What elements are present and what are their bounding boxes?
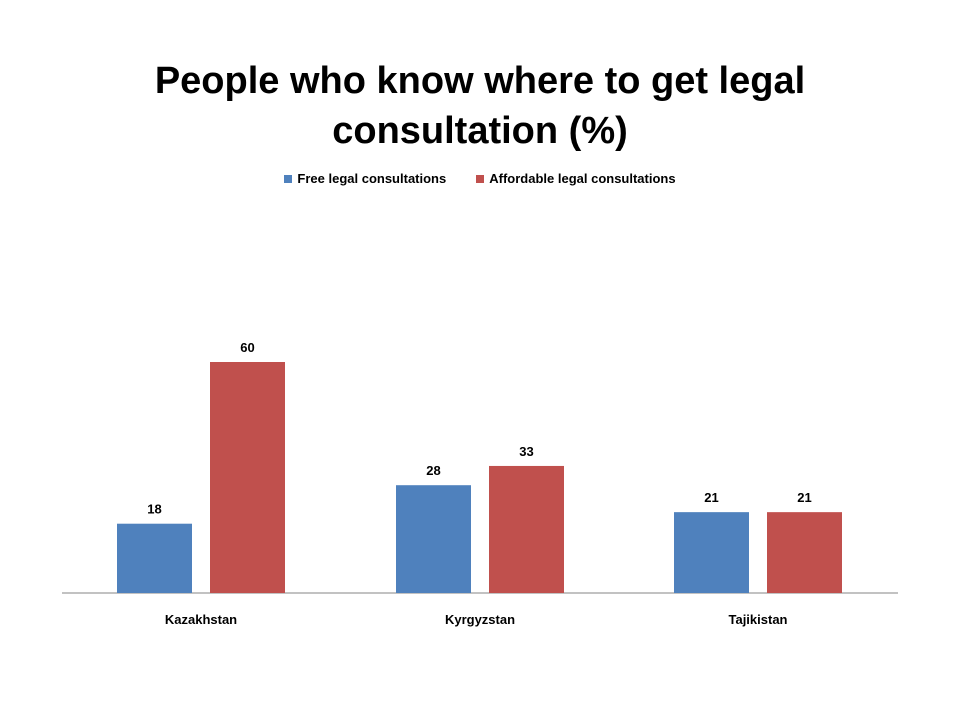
- x-tick-label-kazakhstan: Kazakhstan: [165, 612, 237, 627]
- legend-swatch-free: [284, 174, 293, 183]
- data-label-kyrgyzstan-free: 28: [426, 463, 440, 478]
- bar-kazakhstan-affordable: [210, 362, 285, 593]
- data-label-tajikistan-affordable: 21: [797, 490, 811, 505]
- legend-item-free: Free legal consultations: [284, 171, 446, 186]
- chart-title: People who know where to get legal consu…: [154, 60, 806, 152]
- x-tick-label-tajikistan: Tajikistan: [728, 612, 787, 627]
- legend-swatch-affordable: [476, 174, 485, 183]
- legend-label-affordable: Affordable legal consultations: [489, 171, 676, 186]
- bar-kazakhstan-free: [117, 523, 192, 593]
- data-label-kyrgyzstan-affordable: 33: [519, 444, 533, 459]
- bar-kyrgyzstan-affordable: [489, 465, 564, 593]
- data-label-tajikistan-free: 21: [704, 490, 718, 505]
- data-label-kazakhstan-free: 18: [147, 502, 161, 517]
- x-tick-label-kyrgyzstan: Kyrgyzstan: [445, 612, 515, 627]
- bar-kyrgyzstan-free: [396, 485, 471, 593]
- data-label-kazakhstan-affordable: 60: [240, 340, 254, 355]
- bar-tajikistan-affordable: [767, 512, 842, 593]
- legend-label-free: Free legal consultations: [297, 171, 447, 186]
- legend: Free legal consultations Affordable lega…: [0, 171, 960, 186]
- legend-item-affordable: Affordable legal consultations: [476, 171, 676, 186]
- bar-tajikistan-free: [674, 512, 749, 593]
